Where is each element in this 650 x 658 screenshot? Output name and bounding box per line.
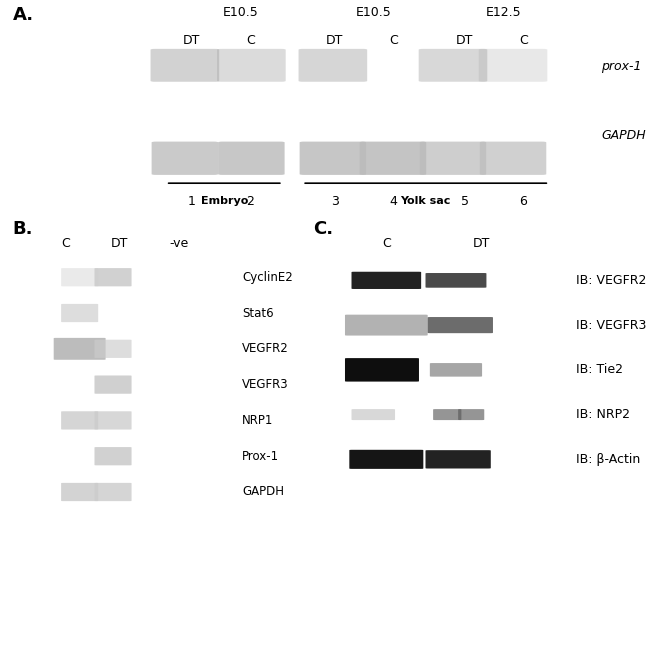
Text: C: C <box>246 34 255 47</box>
Text: DT: DT <box>326 34 343 47</box>
FancyBboxPatch shape <box>94 447 131 465</box>
FancyBboxPatch shape <box>61 268 98 286</box>
FancyBboxPatch shape <box>426 273 486 288</box>
Text: IB: VEGFR2: IB: VEGFR2 <box>577 274 647 287</box>
FancyBboxPatch shape <box>428 317 493 333</box>
FancyBboxPatch shape <box>426 450 491 468</box>
Text: NRP1: NRP1 <box>242 414 274 427</box>
FancyBboxPatch shape <box>94 376 131 393</box>
Text: IB: VEGFR3: IB: VEGFR3 <box>577 318 647 332</box>
Text: DT: DT <box>456 34 473 47</box>
Text: Yolk sac: Yolk sac <box>400 196 451 206</box>
FancyBboxPatch shape <box>61 483 98 501</box>
Text: GAPDH: GAPDH <box>601 130 646 142</box>
FancyBboxPatch shape <box>218 141 285 175</box>
FancyBboxPatch shape <box>151 141 218 175</box>
Text: IB: β-Actin: IB: β-Actin <box>577 453 640 466</box>
FancyBboxPatch shape <box>458 409 484 420</box>
FancyBboxPatch shape <box>480 141 546 175</box>
Text: E12.5: E12.5 <box>486 7 521 19</box>
Text: A.: A. <box>13 7 34 24</box>
Text: -ve: -ve <box>170 238 189 251</box>
Text: prox-1: prox-1 <box>601 60 642 73</box>
Text: VEGFR2: VEGFR2 <box>242 342 289 355</box>
Text: IB: NRP2: IB: NRP2 <box>577 408 630 421</box>
FancyBboxPatch shape <box>345 315 428 336</box>
FancyBboxPatch shape <box>352 409 395 420</box>
Text: C: C <box>519 34 528 47</box>
Text: 2: 2 <box>246 195 254 209</box>
Text: C.: C. <box>313 220 333 238</box>
Text: 6: 6 <box>519 195 527 209</box>
Text: CyclinE2: CyclinE2 <box>242 270 293 284</box>
Text: DT: DT <box>183 34 200 47</box>
Text: VEGFR3: VEGFR3 <box>242 378 289 391</box>
FancyBboxPatch shape <box>478 49 547 82</box>
Text: C: C <box>389 34 398 47</box>
FancyBboxPatch shape <box>94 268 131 286</box>
Text: E10.5: E10.5 <box>356 7 391 19</box>
FancyBboxPatch shape <box>349 450 423 469</box>
Text: DT: DT <box>111 238 128 251</box>
FancyBboxPatch shape <box>94 483 131 501</box>
FancyBboxPatch shape <box>352 272 421 289</box>
Text: B.: B. <box>12 220 32 238</box>
Text: 5: 5 <box>461 195 469 209</box>
Text: DT: DT <box>473 238 490 251</box>
Text: GAPDH: GAPDH <box>242 486 284 499</box>
FancyBboxPatch shape <box>151 49 219 82</box>
Text: Embryo: Embryo <box>201 196 248 206</box>
Text: Prox-1: Prox-1 <box>242 449 280 463</box>
FancyBboxPatch shape <box>94 411 131 430</box>
Text: 3: 3 <box>331 195 339 209</box>
Text: 4: 4 <box>389 195 397 209</box>
FancyBboxPatch shape <box>61 304 98 322</box>
Text: 1: 1 <box>188 195 196 209</box>
Text: IB: Tie2: IB: Tie2 <box>577 363 623 376</box>
FancyBboxPatch shape <box>420 141 486 175</box>
FancyBboxPatch shape <box>430 363 482 376</box>
FancyBboxPatch shape <box>345 358 419 382</box>
Text: Stat6: Stat6 <box>242 307 274 320</box>
FancyBboxPatch shape <box>419 49 488 82</box>
FancyBboxPatch shape <box>433 409 462 420</box>
FancyBboxPatch shape <box>54 338 105 360</box>
FancyBboxPatch shape <box>300 141 366 175</box>
FancyBboxPatch shape <box>217 49 285 82</box>
Text: C: C <box>61 238 70 251</box>
Text: E10.5: E10.5 <box>222 7 259 19</box>
FancyBboxPatch shape <box>61 411 98 430</box>
FancyBboxPatch shape <box>359 141 426 175</box>
FancyBboxPatch shape <box>298 49 367 82</box>
FancyBboxPatch shape <box>94 340 131 358</box>
Text: C: C <box>382 238 391 251</box>
